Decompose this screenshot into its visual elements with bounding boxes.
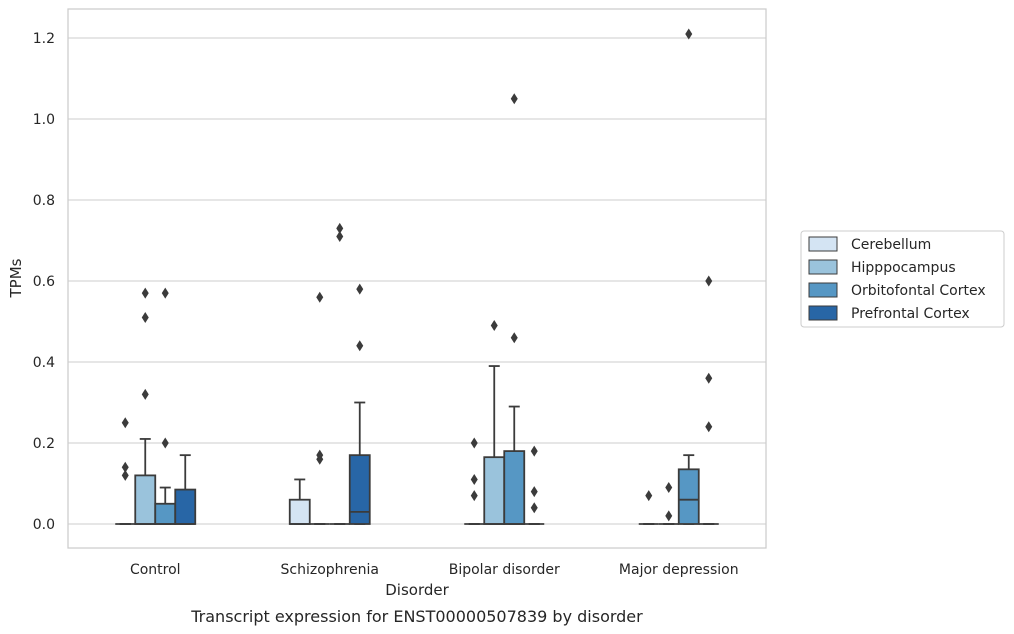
outlier-point (665, 510, 673, 522)
box-prefrontal-cortex (524, 445, 545, 525)
outlier-point (530, 502, 538, 514)
box-cerebellum (115, 417, 136, 525)
box-iqr (348, 454, 371, 525)
chart-caption: Transcript expression for ENST0000050783… (190, 607, 643, 626)
x-tick-labels: Control Schizophrenia Bipolar disorder Majo… (130, 562, 739, 578)
legend-frame (800, 230, 1005, 328)
y-tick-label: 0.0 (33, 517, 55, 533)
outlier-point (510, 332, 518, 344)
outlier-point (510, 93, 518, 105)
legend-label: Cerebellum (851, 237, 931, 253)
outlier-point (121, 469, 129, 481)
y-tick-label: 0.6 (33, 274, 55, 290)
box-iqr (677, 468, 700, 525)
box-hipppocampus (483, 320, 506, 525)
outlier-point (316, 291, 324, 303)
outlier-point (356, 283, 364, 295)
outlier-point (161, 287, 169, 299)
x-tick-label: Schizophrenia (281, 562, 379, 578)
outlier-point (121, 417, 129, 429)
outlier-point (530, 486, 538, 498)
box-iqr (483, 456, 506, 525)
outlier-point (336, 222, 344, 234)
box-iqr (174, 488, 197, 525)
y-tick-labels: 0.0 0.2 0.4 0.6 0.8 1.0 1.2 (33, 31, 55, 533)
box-iqr (288, 498, 311, 525)
box-cerebellum (288, 478, 311, 525)
box-prefrontal-cortex (174, 454, 197, 525)
outlier-point (316, 449, 324, 461)
legend-label: Hipppocampus (851, 260, 956, 276)
box-hipppocampus (309, 291, 330, 525)
legend: Cerebellum Hipppocampus Orbitofontal Corte… (800, 230, 1005, 328)
y-tick-label: 1.0 (33, 112, 55, 128)
box-orbitofontal-cortex (329, 222, 350, 525)
legend-swatch (808, 236, 838, 252)
box-iqr (154, 502, 177, 525)
box-orbitofontal-cortex (503, 93, 526, 525)
x-tick-label: Bipolar disorder (449, 562, 560, 578)
box-groups (115, 28, 719, 525)
outlier-point (356, 340, 364, 352)
outlier-point (705, 421, 713, 433)
plot-frame (67, 8, 767, 549)
box-orbitofontal-cortex (677, 28, 700, 525)
y-tick-label: 1.2 (33, 31, 55, 47)
legend-swatch (808, 282, 838, 298)
outlier-point (470, 437, 478, 449)
outlier-point (470, 473, 478, 485)
legend-swatch (808, 305, 838, 321)
legend-swatch (808, 259, 838, 275)
box-cerebellum (464, 437, 485, 525)
outlier-point (121, 461, 129, 473)
x-axis-label: Disorder (385, 581, 449, 599)
y-tick-label: 0.2 (33, 436, 55, 452)
outlier-point (685, 28, 693, 40)
x-tick-label: Major depression (619, 562, 739, 578)
outlier-point (161, 437, 169, 449)
outlier-point (141, 388, 149, 400)
y-axis-label: TPMs (7, 258, 25, 298)
outlier-point (665, 482, 673, 494)
outlier-point (470, 490, 478, 502)
box-iqr (134, 474, 157, 525)
legend-label: Orbitofontal Cortex (851, 283, 986, 299)
y-tick-label: 0.8 (33, 193, 55, 209)
y-tick-label: 0.4 (33, 355, 55, 371)
outlier-point (336, 230, 344, 242)
x-tick-label: Control (130, 562, 181, 578)
outlier-point (705, 275, 713, 287)
box-iqr (503, 450, 526, 525)
box-prefrontal-cortex (348, 283, 371, 525)
outlier-point (490, 320, 498, 332)
box-hipppocampus (658, 482, 679, 525)
box-prefrontal-cortex (698, 275, 719, 525)
outlier-point (705, 372, 713, 384)
outlier-point (141, 287, 149, 299)
outlier-point (141, 311, 149, 323)
outlier-point (530, 445, 538, 457)
legend-label: Prefrontal Cortex (851, 306, 970, 322)
outlier-point (645, 490, 653, 502)
box-cerebellum (638, 490, 659, 525)
box-hipppocampus (134, 287, 157, 525)
